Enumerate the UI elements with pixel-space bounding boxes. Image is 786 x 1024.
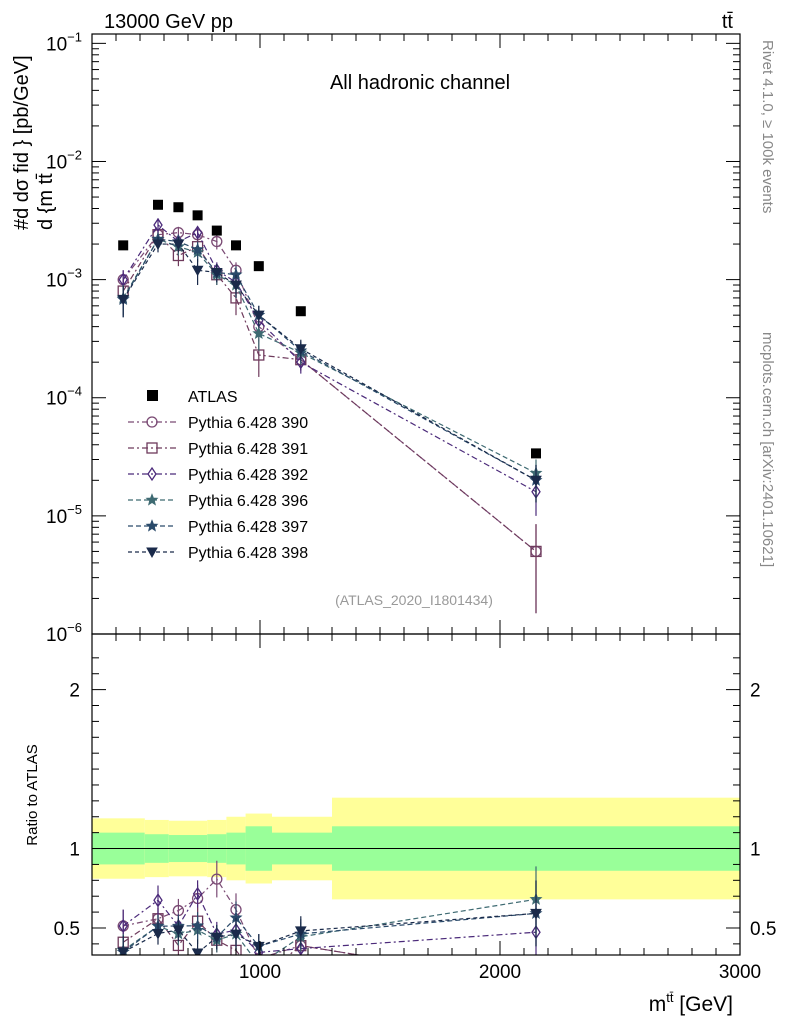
atlas-point-1 xyxy=(153,199,163,210)
chart-title: All hadronic channel xyxy=(330,72,510,94)
x-axis-label: mtt̄ [GeV] xyxy=(649,990,733,1016)
legend-marker-2 xyxy=(147,466,157,482)
side-label-top: Rivet 4.1.0, ≥ 100k events xyxy=(759,40,776,213)
ratio-point-2-1 xyxy=(153,893,163,908)
legend-label-2: Pythia 6.428 392 xyxy=(188,467,308,484)
ratio-point-5-2 xyxy=(172,925,185,936)
atlas-point-4 xyxy=(211,225,222,236)
chart-marks xyxy=(116,199,543,989)
y-tick-label-0: 10−1 xyxy=(46,29,82,55)
ratio-point-2-3 xyxy=(192,886,203,902)
ratio-point-5-8 xyxy=(530,908,542,920)
series-point-5-8 xyxy=(530,475,542,487)
ratio-point-5-3 xyxy=(191,948,204,955)
series-point-5-1 xyxy=(152,239,164,251)
ratio-point-1-8 xyxy=(531,979,541,989)
main-frame xyxy=(91,33,741,635)
x-tick-label-1: 2000 xyxy=(479,962,521,983)
header-right: tt̄ xyxy=(722,11,734,33)
header-left: 13000 GeV pp xyxy=(104,11,233,33)
legend-atlas-label: ATLAS xyxy=(188,389,238,406)
legend: ATLAS Pythia 6.428 390 Pythia 6.428 391 Pyt… xyxy=(128,389,308,562)
ratio-frame xyxy=(91,633,741,956)
ratio-point-0-8 xyxy=(531,979,541,989)
chart-axes: 1000 2000 3000 10−1 10−2 10−3 10−4 10−5 10−6 2 2 1 1… xyxy=(46,29,776,983)
legend-label-1: Pythia 6.428 391 xyxy=(188,441,308,458)
series-point-5-6 xyxy=(252,310,265,322)
series-line-3 xyxy=(122,238,537,474)
legend-marker-3 xyxy=(145,493,159,506)
ratio-point-0-4 xyxy=(211,873,223,885)
legend-marker-0 xyxy=(146,416,158,428)
ratio-panel-marks xyxy=(116,860,543,989)
ratio-ylabel: Ratio to ATLAS xyxy=(24,744,41,845)
ratio-y-tick-label-right-2: 0.5 xyxy=(750,919,776,940)
ratio-y-tick-label-left-1: 1 xyxy=(69,840,80,861)
ratio-point-2-0 xyxy=(118,918,128,934)
series-point-2-3 xyxy=(192,225,203,240)
atlas-point-6 xyxy=(253,261,264,272)
ref-label: (ATLAS_2020_I1801434) xyxy=(335,592,493,608)
legend-label-3: Pythia 6.428 396 xyxy=(188,493,308,510)
atlas-point-7 xyxy=(295,306,306,317)
main-panel-marks xyxy=(116,199,543,614)
series-point-5-0 xyxy=(117,294,130,306)
series-point-5-4 xyxy=(210,267,223,279)
ratio-point-5-0 xyxy=(117,947,130,955)
ratio-y-tick-label-left-2: 0.5 xyxy=(54,919,80,940)
series-point-3-6 xyxy=(252,326,266,339)
series-point-2-1 xyxy=(153,217,163,233)
ratio-point-5-4 xyxy=(210,932,223,944)
y-tick-label-5: 10−6 xyxy=(46,620,82,646)
ratio-y-tick-label-right-0: 2 xyxy=(750,681,761,702)
ratio-point-5-7 xyxy=(294,926,307,937)
ratio-point-4-3 xyxy=(191,918,205,932)
x-tick-label-0: 1000 xyxy=(239,962,281,983)
series-line-2 xyxy=(122,224,537,493)
legend-label-4: Pythia 6.428 397 xyxy=(188,519,308,536)
series-line-0 xyxy=(122,232,537,552)
y-tick-label-4: 10−5 xyxy=(46,502,82,528)
atlas-point-0 xyxy=(118,240,129,251)
ratio-y-tick-label-right-1: 1 xyxy=(750,840,761,861)
legend-label-5: Pythia 6.428 398 xyxy=(188,545,308,562)
ratio-uncertainty-bands xyxy=(92,797,740,900)
ratio-point-5-6 xyxy=(252,941,265,953)
series-point-5-7 xyxy=(294,344,307,355)
side-label-bottom: mcplots.cern.ch [arXiv:2401.10621] xyxy=(759,332,776,567)
y-tick-label-3: 10−4 xyxy=(46,384,82,410)
series-point-5-5 xyxy=(230,280,242,292)
atlas-point-8 xyxy=(531,448,541,459)
ratio-y-tick-label-left-0: 2 xyxy=(69,681,80,702)
legend-marker-4 xyxy=(145,519,159,532)
legend-atlas-marker xyxy=(147,390,158,401)
series-point-5-2 xyxy=(172,239,185,251)
main-ylabel-bottom: d {m tt̄ xyxy=(35,173,57,230)
series-point-5-3 xyxy=(191,265,204,277)
y-tick-label-2: 10−3 xyxy=(46,266,82,292)
series-point-0-4 xyxy=(211,235,223,248)
atlas-point-3 xyxy=(192,210,203,221)
main-ylabel-top: #d dσ fid } [pb/GeV] xyxy=(11,55,33,230)
atlas-point-5 xyxy=(231,240,241,251)
series-point-1-8 xyxy=(530,545,542,558)
series-line-5 xyxy=(122,243,537,481)
series-point-2-7 xyxy=(296,355,306,370)
x-tick-label-2: 3000 xyxy=(719,962,761,983)
atlas-point-2 xyxy=(173,202,184,213)
y-tick-label-1: 10−2 xyxy=(46,147,82,173)
series-line-4 xyxy=(122,238,537,481)
series-point-4-3 xyxy=(191,242,205,255)
ratio-point-5-1 xyxy=(152,929,164,940)
ratio-point-5-5 xyxy=(230,929,242,941)
legend-label-0: Pythia 6.428 390 xyxy=(188,415,308,432)
legend-marker-1 xyxy=(146,442,158,454)
ratio-line-2 xyxy=(122,892,537,954)
series-line-1 xyxy=(122,233,537,552)
legend-marker-5 xyxy=(146,547,158,559)
